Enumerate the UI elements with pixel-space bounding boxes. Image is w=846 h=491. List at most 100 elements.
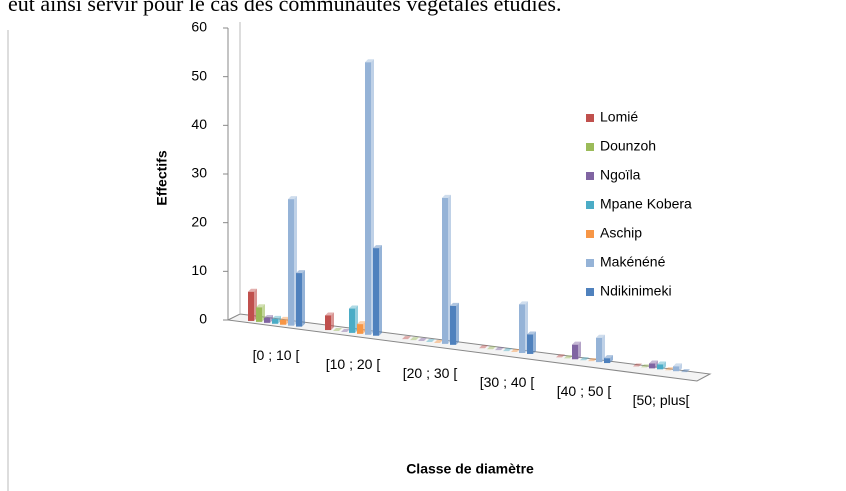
bar-top (248, 288, 257, 292)
bar-top (418, 338, 427, 342)
y-tick-label: 10 (191, 262, 207, 278)
bar (272, 318, 278, 324)
bar (365, 62, 371, 335)
legend-label: Ngoïla (600, 167, 641, 183)
bar (325, 315, 331, 331)
legend-label: Aschip (600, 225, 642, 241)
bar-top (657, 361, 666, 365)
bar (572, 344, 578, 360)
legend-label: Mpane Kobera (600, 196, 692, 212)
bar (596, 337, 602, 363)
y-tick-label: 40 (191, 116, 207, 132)
bar-top (681, 369, 690, 373)
y-tick-label: 20 (191, 213, 207, 229)
bar-top (511, 349, 520, 353)
bar-side (270, 314, 273, 323)
bar-side (533, 331, 536, 354)
bar-top (673, 363, 682, 367)
legend-label: Ndikinimeki (600, 283, 672, 299)
bar-top (426, 339, 435, 342)
legend-label: Lomié (600, 109, 638, 125)
legend-swatch (586, 172, 594, 180)
bar-top (357, 321, 366, 325)
bar-top (596, 334, 605, 338)
x-tick-label: [0 ; 10 [ (252, 347, 300, 363)
bar-side (578, 341, 581, 360)
legend-swatch (586, 201, 594, 209)
bar-top (527, 331, 536, 335)
bar-top (633, 363, 642, 367)
x-axis-label: Classe de diamètre (406, 461, 534, 477)
document-text: eut ainsi servir pour le cas des communa… (8, 0, 562, 16)
bar (248, 291, 254, 321)
y-tick-label: 50 (191, 67, 207, 83)
bar-top (641, 364, 650, 368)
bar-top (272, 315, 281, 319)
bar-top (604, 355, 613, 359)
bar-side (262, 304, 265, 322)
bar-top (264, 314, 273, 318)
legend-label: Dounzoh (600, 138, 656, 154)
bar-top (572, 341, 581, 345)
bar-top (665, 367, 674, 371)
legend-swatch (586, 114, 594, 122)
bar-top (296, 270, 305, 274)
x-tick-label: [20 ; 30 [ (402, 365, 458, 381)
bar-side (602, 334, 605, 363)
bar-top (434, 339, 443, 343)
bar-top (450, 302, 459, 306)
bar-top (588, 358, 597, 362)
bar-side (663, 361, 666, 370)
bar (349, 308, 355, 333)
bar (357, 324, 363, 334)
bar-top (503, 348, 512, 352)
bar-side (456, 302, 459, 345)
bar-top (288, 196, 297, 200)
bar-top (442, 194, 451, 198)
bar (288, 199, 294, 326)
x-tick-label: [40 ; 50 [ (556, 383, 612, 399)
y-tick-label: 30 (191, 165, 207, 181)
bar (649, 363, 655, 369)
bar (673, 366, 679, 372)
y-tick-label: 60 (191, 19, 207, 35)
bar (657, 364, 663, 370)
x-tick-label: [30 ; 40 [ (479, 374, 535, 390)
bar-top (410, 337, 419, 341)
y-tick-label: 0 (199, 311, 207, 327)
bar-top (564, 355, 573, 359)
bar-top (649, 360, 658, 364)
bar (450, 305, 456, 345)
bar (604, 358, 610, 364)
legend-swatch (586, 288, 594, 296)
bar-top (495, 347, 504, 351)
bar-side (610, 355, 613, 364)
bar-top (325, 312, 334, 316)
bar-top (365, 59, 374, 63)
bar-top (487, 346, 496, 350)
legend-label: Makénéné (600, 254, 666, 270)
bar (442, 197, 448, 344)
bar-top (256, 304, 265, 308)
legend-swatch (586, 230, 594, 238)
bar-top (479, 345, 488, 349)
bar (256, 307, 262, 322)
bar (264, 317, 270, 323)
bar-side (655, 360, 658, 369)
y-axis-label: Effectifs (154, 150, 170, 205)
bar-side (679, 363, 682, 372)
bar-side (379, 245, 382, 336)
bar-top (373, 245, 382, 249)
bar (296, 273, 302, 327)
bar-side (331, 312, 334, 331)
legend-swatch (586, 259, 594, 267)
bar-side (278, 315, 281, 324)
legend-swatch (586, 143, 594, 151)
bar-side (302, 270, 305, 327)
floor (226, 313, 712, 382)
bar-top (349, 305, 358, 309)
bar (280, 319, 286, 325)
bar-top (341, 328, 350, 332)
